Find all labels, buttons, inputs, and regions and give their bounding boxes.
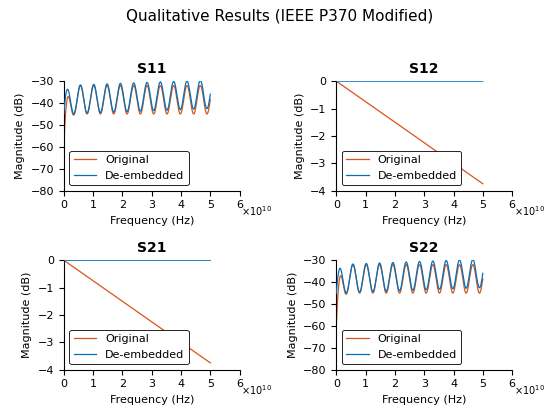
De-embedded — [60, 258, 67, 263]
Original — [404, 265, 411, 270]
De-embedded — [404, 79, 411, 84]
De-embedded — [176, 258, 183, 263]
Original — [479, 181, 486, 186]
Line: De-embedded: De-embedded — [64, 80, 211, 114]
De-embedded — [203, 258, 209, 263]
Original — [60, 145, 67, 150]
Legend: Original, De-embedded: Original, De-embedded — [69, 151, 189, 185]
De-embedded — [68, 103, 74, 108]
Text: $\times10^{10}$: $\times10^{10}$ — [241, 204, 272, 218]
Title: S21: S21 — [137, 241, 166, 255]
De-embedded — [207, 92, 214, 97]
X-axis label: Frequency (Hz): Frequency (Hz) — [382, 216, 466, 226]
Original — [479, 276, 486, 281]
Y-axis label: Magnitude (dB): Magnitude (dB) — [287, 272, 297, 358]
De-embedded — [340, 79, 347, 84]
Line: Original: Original — [64, 86, 211, 148]
Title: S22: S22 — [409, 241, 439, 255]
Original — [176, 109, 183, 114]
De-embedded — [475, 79, 482, 84]
Original — [128, 305, 134, 310]
Original — [203, 357, 209, 362]
Title: S11: S11 — [137, 62, 166, 76]
Original — [184, 83, 190, 88]
De-embedded — [176, 105, 183, 110]
Original — [449, 160, 455, 165]
De-embedded — [132, 83, 138, 88]
Original — [475, 289, 482, 294]
Original — [333, 79, 339, 84]
Legend: Original, De-embedded: Original, De-embedded — [342, 330, 461, 364]
De-embedded — [333, 291, 339, 296]
De-embedded — [132, 258, 138, 263]
Original — [475, 178, 482, 183]
De-embedded — [60, 112, 67, 117]
De-embedded — [400, 269, 407, 274]
Original — [400, 271, 407, 276]
Legend: Original, De-embedded: Original, De-embedded — [69, 330, 189, 364]
Line: Original: Original — [64, 260, 211, 363]
De-embedded — [128, 258, 134, 263]
Original — [132, 307, 138, 312]
De-embedded — [68, 258, 74, 263]
Text: $\times10^{10}$: $\times10^{10}$ — [514, 204, 545, 218]
De-embedded — [479, 79, 486, 84]
Title: S12: S12 — [409, 62, 439, 76]
De-embedded — [475, 284, 482, 289]
Original — [68, 263, 74, 268]
Original — [340, 285, 347, 290]
De-embedded — [400, 79, 407, 84]
Original — [203, 110, 209, 115]
Text: $\times10^{10}$: $\times10^{10}$ — [241, 383, 272, 396]
De-embedded — [404, 262, 411, 267]
Original — [340, 84, 347, 89]
Y-axis label: Magnitude (dB): Magnitude (dB) — [22, 272, 32, 358]
Original — [333, 325, 339, 330]
De-embedded — [475, 284, 482, 289]
Original — [128, 92, 134, 97]
De-embedded — [469, 257, 476, 262]
X-axis label: Frequency (Hz): Frequency (Hz) — [110, 395, 194, 405]
Original — [400, 126, 407, 131]
Original — [203, 357, 209, 362]
Original — [404, 129, 411, 134]
Original — [203, 110, 209, 116]
Legend: Original, De-embedded: Original, De-embedded — [342, 151, 461, 185]
De-embedded — [449, 79, 455, 84]
Original — [207, 97, 214, 102]
De-embedded — [479, 271, 486, 276]
De-embedded — [128, 90, 134, 95]
Original — [207, 360, 214, 365]
De-embedded — [333, 79, 339, 84]
Original — [475, 289, 482, 294]
Line: Original: Original — [336, 81, 483, 184]
Y-axis label: Magnitude (dB): Magnitude (dB) — [15, 93, 25, 179]
De-embedded — [340, 282, 347, 287]
De-embedded — [197, 78, 204, 83]
De-embedded — [449, 284, 455, 289]
Original — [60, 258, 67, 263]
Line: De-embedded: De-embedded — [336, 260, 483, 293]
Original — [456, 262, 463, 267]
Original — [176, 339, 183, 344]
Line: Original: Original — [336, 265, 483, 327]
X-axis label: Frequency (Hz): Frequency (Hz) — [382, 395, 466, 405]
Y-axis label: Magnitude (dB): Magnitude (dB) — [295, 93, 305, 179]
Original — [132, 86, 138, 91]
De-embedded — [207, 258, 214, 263]
De-embedded — [203, 105, 209, 110]
De-embedded — [203, 258, 209, 263]
De-embedded — [475, 79, 482, 84]
Text: $\times10^{10}$: $\times10^{10}$ — [514, 383, 545, 396]
Text: Qualitative Results (IEEE P370 Modified): Qualitative Results (IEEE P370 Modified) — [127, 8, 433, 24]
Original — [68, 105, 74, 110]
De-embedded — [203, 105, 209, 110]
Original — [449, 289, 455, 294]
Original — [475, 178, 482, 183]
X-axis label: Frequency (Hz): Frequency (Hz) — [110, 216, 194, 226]
